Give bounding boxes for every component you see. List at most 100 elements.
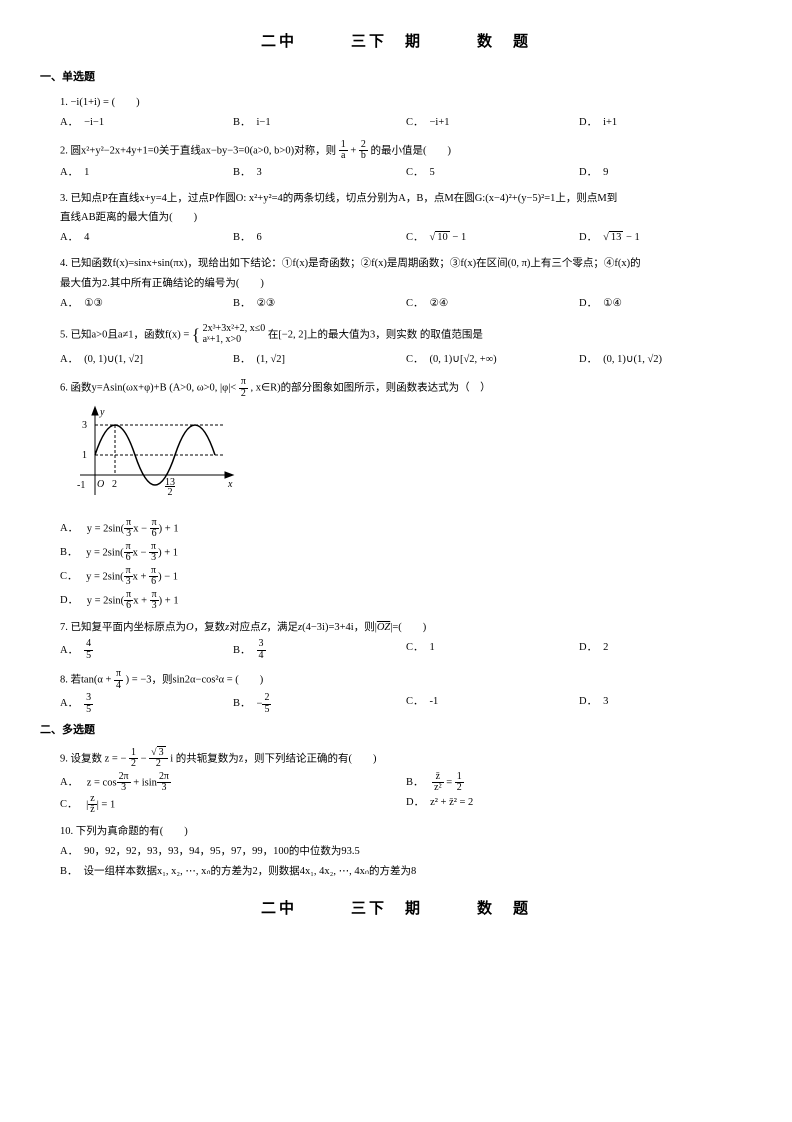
q9-choices: A． z = cos2π3 + isin2π3 B． z̄z² = 12 C． … xyxy=(60,772,752,816)
q6-choices: A． y = 2sin(π3x − π6) + 1 B． y = 2sin(π6… xyxy=(60,518,752,612)
q2-choice-d[interactable]: D．9 xyxy=(579,164,752,182)
frac-den: 6 xyxy=(150,529,159,539)
q6-stem: 6. 函数y=Asin(ωx+φ)+B (A>0, ω>0, |φ|< π2 ,… xyxy=(60,377,752,399)
frac: 2π3 xyxy=(157,772,171,794)
choice-text: z = cos xyxy=(87,777,117,788)
q1-choice-d[interactable]: D．i+1 xyxy=(579,114,752,132)
question-4: 4. 已知函数f(x)=sinx+sin(πx)，现给出如下结论：①f(x)是奇… xyxy=(60,255,752,313)
choice-label: B． xyxy=(406,777,424,788)
choice-label: C． xyxy=(406,167,424,178)
q5-choice-d[interactable]: D． (0, 1)∪(1, √2) xyxy=(579,351,752,369)
choice-label: D． xyxy=(579,354,597,365)
frac-num: π xyxy=(239,377,248,388)
q9-choice-b[interactable]: B． z̄z² = 12 xyxy=(406,772,752,794)
q8-choice-b[interactable]: B．−25 xyxy=(233,693,406,715)
q2-choice-b[interactable]: B．3 xyxy=(233,164,406,182)
q4-choice-b[interactable]: B．②③ xyxy=(233,295,406,313)
q7-choice-d[interactable]: D．2 xyxy=(579,639,752,661)
q5-choice-c[interactable]: C．(0, 1)∪[√2, +∞) xyxy=(406,351,579,369)
q10-choice-a[interactable]: A．90，92，92，93，93，94，95，97，99，100的中位数为93.… xyxy=(60,843,752,861)
frac-den: 3 xyxy=(124,529,133,539)
x-tick-2: 2 xyxy=(112,479,117,490)
q8-stem: 8. 若tan(α + π4 ) = −3，则sin2α−cos²α = ( ) xyxy=(60,669,752,691)
frac-den: 3 xyxy=(149,553,158,563)
choice-text: 2 xyxy=(603,642,608,653)
q4-choice-d[interactable]: D．①④ xyxy=(579,295,752,313)
choice-text: -1 xyxy=(430,696,439,707)
q7-choices: A．45 B．34 C．1 D．2 xyxy=(60,639,752,661)
frac: 2π3 xyxy=(117,772,131,794)
choice-text: (1, √2] xyxy=(257,354,286,365)
choice-text: x − xyxy=(133,547,149,558)
choice-label: B． xyxy=(233,167,251,178)
q3-choice-a[interactable]: A．4 xyxy=(60,229,233,247)
y-axis-label: y xyxy=(99,407,105,418)
sine-chart-svg: 3 1 -1 O 2 13 2 x y xyxy=(70,405,240,505)
q8-choice-a[interactable]: A．35 xyxy=(60,693,233,715)
q3-stem2: 直线AB距离的最大值为( ) xyxy=(60,209,752,227)
choice-text: −i+1 xyxy=(430,117,450,128)
q9-choice-d[interactable]: D．z² + z̄² = 2 xyxy=(406,794,752,816)
choice-text: i−1 xyxy=(257,117,271,128)
choice-text: 90，92，92，93，93，94，95，97，99，100的中位数为93.5 xyxy=(84,846,360,857)
question-5: 5. 已知a>0且a≠1，函数f(x) = { 2x³+3x²+2, x≤0 a… xyxy=(60,321,752,369)
choice-label: B． xyxy=(233,354,251,365)
q7-choice-c[interactable]: C．1 xyxy=(406,639,579,661)
q9-choice-c[interactable]: C． |zz̄| = 1 xyxy=(60,794,406,816)
choice-label: B． xyxy=(60,547,78,558)
choice-text: 1 xyxy=(84,167,89,178)
choice-label: B． xyxy=(60,866,78,877)
q5-stem: 5. 已知a>0且a≠1，函数f(x) = { 2x³+3x²+2, x≤0 a… xyxy=(60,321,752,350)
q3-choice-b[interactable]: B．6 xyxy=(233,229,406,247)
q5-choice-b[interactable]: B． (1, √2] xyxy=(233,351,406,369)
frac-den: 6 xyxy=(124,553,133,563)
q6-choice-b[interactable]: B． y = 2sin(π6x − π3) + 1 xyxy=(60,542,752,564)
q4-choice-c[interactable]: C．②④ xyxy=(406,295,579,313)
q3-choices: A．4 B．6 C．√10 − 1 D．√13 − 1 xyxy=(60,229,752,247)
q7-choice-b[interactable]: B．34 xyxy=(233,639,406,661)
sqrt-val: 3 xyxy=(157,746,166,758)
frac: 34 xyxy=(257,639,266,661)
q3-stem1: 3. 已知点P在直线x+y=4上，过点P作圆O: x²+y²=4的两条切线，切点… xyxy=(60,190,752,208)
q1-choice-b[interactable]: B．i−1 xyxy=(233,114,406,132)
choice-label: A． xyxy=(60,645,78,656)
q2-choice-a[interactable]: A．1 xyxy=(60,164,233,182)
choice-label: A． xyxy=(60,298,78,309)
y-tick-1: 1 xyxy=(82,450,87,461)
choice-label: C． xyxy=(60,571,78,582)
choice-text: y = 2sin( xyxy=(87,595,124,606)
q3-choice-c[interactable]: C．√10 − 1 xyxy=(406,229,579,247)
q7-choice-a[interactable]: A．45 xyxy=(60,639,233,661)
frac: √32 xyxy=(149,748,167,770)
q10-choice-b[interactable]: B．设一组样本数据x₁, x₂, ⋯, xₙ的方差为2，则数据4x₁, 4x₂,… xyxy=(60,863,752,881)
frac-den: 3 xyxy=(124,577,133,587)
choice-label: C． xyxy=(406,117,424,128)
q4-stem2: 最大值为2.其中所有正确结论的编号为( ) xyxy=(60,275,752,293)
q1-choice-a[interactable]: A．−i−1 xyxy=(60,114,233,132)
q7-stem: 7. 已知复平面内坐标原点为O，复数z对应点Z，满足z(4−3i)=3+4i，则… xyxy=(60,619,752,637)
question-8: 8. 若tan(α + π4 ) = −3，则sin2α−cos²α = ( )… xyxy=(60,669,752,715)
q6-choice-c[interactable]: C． y = 2sin(π3x + π6) − 1 xyxy=(60,566,752,588)
frac: 35 xyxy=(84,693,93,715)
q5-choice-a[interactable]: A．(0, 1)∪(1, √2] xyxy=(60,351,233,369)
question-1: 1. −i(1+i) = ( ) A．−i−1 B．i−1 C．−i+1 D．i… xyxy=(60,94,752,132)
q6-choice-a[interactable]: A． y = 2sin(π3x − π6) + 1 xyxy=(60,518,752,540)
q3-choice-d[interactable]: D．√13 − 1 xyxy=(579,229,752,247)
piecewise: 2x³+3x²+2, x≤0 aˣ+1, x>0 xyxy=(203,324,266,346)
q8-choice-d[interactable]: D．3 xyxy=(579,693,752,715)
choice-text: (0, 1)∪(1, √2) xyxy=(603,354,662,365)
section-1-header: 一、单选题 xyxy=(40,68,752,87)
q1-choice-c[interactable]: C． −i+1 xyxy=(406,114,579,132)
q8-choice-c[interactable]: C．-1 xyxy=(406,693,579,715)
q6-choice-d[interactable]: D． y = 2sin(π6x + π3) + 1 xyxy=(60,590,752,612)
frac-den: 2 xyxy=(149,759,167,769)
choice-text: 1 xyxy=(430,642,435,653)
q4-choice-a[interactable]: A．①③ xyxy=(60,295,233,313)
choice-text: 9 xyxy=(603,167,608,178)
frac: π3 xyxy=(149,542,158,564)
q2-choice-c[interactable]: C．5 xyxy=(406,164,579,182)
section-2-header: 二、多选题 xyxy=(40,721,752,740)
q9-choice-a[interactable]: A． z = cos2π3 + isin2π3 xyxy=(60,772,406,794)
frac-den: 3 xyxy=(157,783,171,793)
frac: π3 xyxy=(124,566,133,588)
